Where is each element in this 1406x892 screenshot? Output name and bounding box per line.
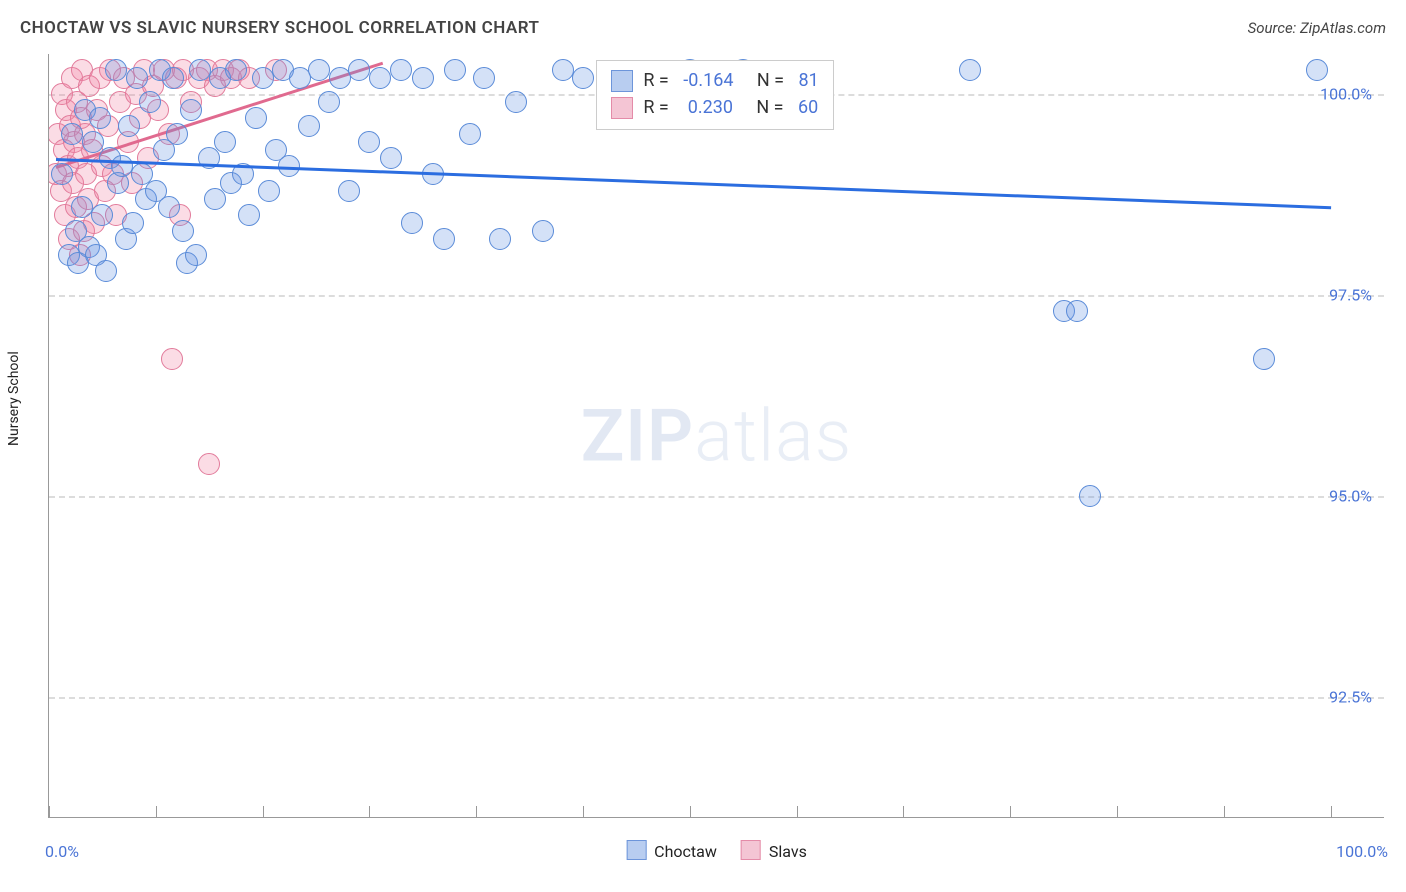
point-choctaw bbox=[532, 220, 554, 242]
point-choctaw bbox=[238, 204, 260, 226]
point-choctaw bbox=[505, 91, 527, 113]
point-choctaw bbox=[1306, 59, 1328, 81]
stats-row-choctaw: R = -0.164 N = 81 bbox=[611, 67, 818, 94]
point-choctaw bbox=[444, 59, 466, 81]
point-choctaw bbox=[380, 147, 402, 169]
y-tick: 100.0% bbox=[1320, 85, 1372, 104]
x-tick bbox=[369, 806, 370, 818]
point-choctaw bbox=[95, 260, 117, 282]
point-choctaw bbox=[172, 220, 194, 242]
point-choctaw bbox=[473, 67, 495, 89]
point-choctaw bbox=[252, 67, 274, 89]
y-axis-label: Nursery School bbox=[6, 351, 22, 446]
x-axis-max: 100.0% bbox=[1336, 842, 1388, 861]
point-choctaw bbox=[91, 204, 113, 226]
point-choctaw bbox=[358, 131, 380, 153]
point-choctaw bbox=[401, 212, 423, 234]
y-tick: 97.5% bbox=[1329, 285, 1372, 304]
swatch-slavs-icon bbox=[741, 840, 761, 860]
x-tick bbox=[690, 806, 691, 818]
point-choctaw bbox=[126, 67, 148, 89]
plot-area: ZIPatlas 92.5% 95.0% 97.5% 100.0% bbox=[49, 54, 1384, 817]
point-choctaw bbox=[1079, 485, 1101, 507]
point-choctaw bbox=[489, 228, 511, 250]
x-tick bbox=[583, 806, 584, 818]
point-choctaw bbox=[245, 107, 267, 129]
x-tick bbox=[263, 806, 264, 818]
point-slavs bbox=[198, 453, 220, 475]
point-choctaw bbox=[204, 188, 226, 210]
swatch-choctaw-icon bbox=[611, 70, 633, 92]
chart-title: CHOCTAW VS SLAVIC NURSERY SCHOOL CORRELA… bbox=[20, 18, 540, 38]
point-choctaw bbox=[158, 196, 180, 218]
point-choctaw bbox=[61, 123, 83, 145]
x-axis-min: 0.0% bbox=[45, 842, 79, 861]
point-choctaw bbox=[189, 59, 211, 81]
x-tick bbox=[476, 806, 477, 818]
point-choctaw bbox=[225, 59, 247, 81]
point-choctaw bbox=[118, 115, 140, 137]
point-choctaw bbox=[338, 180, 360, 202]
point-choctaw bbox=[552, 59, 574, 81]
point-choctaw bbox=[318, 91, 340, 113]
chart-area: ZIPatlas 92.5% 95.0% 97.5% 100.0% R = -0.16… bbox=[48, 54, 1384, 818]
x-tick bbox=[1224, 806, 1225, 818]
point-choctaw bbox=[166, 123, 188, 145]
point-choctaw bbox=[390, 59, 412, 81]
point-choctaw bbox=[433, 228, 455, 250]
point-choctaw bbox=[369, 67, 391, 89]
point-slavs bbox=[161, 348, 183, 370]
point-choctaw bbox=[139, 91, 161, 113]
point-choctaw bbox=[111, 155, 133, 177]
x-tick bbox=[156, 806, 157, 818]
x-tick bbox=[1331, 806, 1332, 818]
point-choctaw bbox=[959, 59, 981, 81]
point-choctaw bbox=[180, 99, 202, 121]
point-choctaw bbox=[308, 59, 330, 81]
x-tick bbox=[1117, 806, 1118, 818]
source-label: Source: ZipAtlas.com bbox=[1248, 19, 1386, 37]
point-choctaw bbox=[1253, 348, 1275, 370]
legend-item-choctaw: Choctaw bbox=[626, 840, 717, 861]
y-tick: 92.5% bbox=[1329, 687, 1372, 706]
point-choctaw bbox=[348, 59, 370, 81]
swatch-slavs-icon bbox=[611, 97, 633, 119]
point-choctaw bbox=[162, 67, 184, 89]
stats-row-slavs: R = 0.230 N = 60 bbox=[611, 94, 818, 121]
x-tick bbox=[49, 806, 50, 818]
swatch-choctaw-icon bbox=[626, 840, 646, 860]
legend: Choctaw Slavs bbox=[626, 840, 807, 861]
stats-box: R = -0.164 N = 81 R = 0.230 N = 60 bbox=[596, 60, 833, 130]
point-choctaw bbox=[1066, 300, 1088, 322]
watermark: ZIPatlas bbox=[581, 393, 853, 478]
point-choctaw bbox=[214, 131, 236, 153]
point-choctaw bbox=[71, 196, 93, 218]
point-choctaw bbox=[185, 244, 207, 266]
point-choctaw bbox=[412, 67, 434, 89]
x-tick bbox=[903, 806, 904, 818]
point-choctaw bbox=[572, 67, 594, 89]
legend-item-slavs: Slavs bbox=[741, 840, 807, 861]
point-choctaw bbox=[51, 163, 73, 185]
point-choctaw bbox=[258, 180, 280, 202]
x-tick bbox=[1010, 806, 1011, 818]
y-tick: 95.0% bbox=[1329, 486, 1372, 505]
point-choctaw bbox=[459, 123, 481, 145]
point-choctaw bbox=[82, 131, 104, 153]
point-choctaw bbox=[89, 107, 111, 129]
point-choctaw bbox=[105, 59, 127, 81]
x-tick bbox=[797, 806, 798, 818]
point-choctaw bbox=[298, 115, 320, 137]
point-choctaw bbox=[122, 212, 144, 234]
